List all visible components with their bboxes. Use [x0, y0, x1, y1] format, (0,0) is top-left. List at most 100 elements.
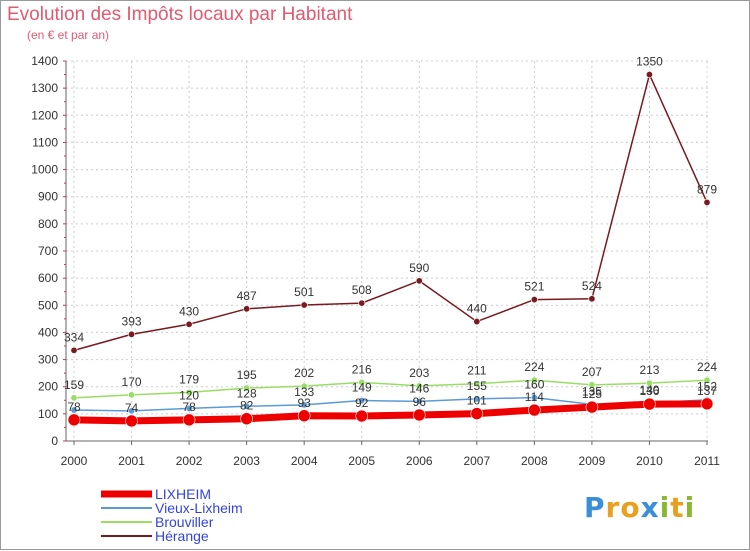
y-tick-label: 1400 — [31, 54, 58, 68]
data-label: 114 — [525, 390, 544, 404]
data-point — [588, 295, 596, 303]
legend-label: Vieux-Lixheim — [155, 500, 243, 516]
data-label: 216 — [352, 362, 372, 376]
data-label: 224 — [697, 360, 717, 374]
data-point — [412, 408, 426, 422]
data-point — [128, 407, 136, 415]
data-label: 202 — [294, 366, 314, 380]
logo-letter: P — [584, 491, 606, 524]
data-label: 224 — [524, 360, 544, 374]
data-point — [185, 404, 193, 412]
x-tick-label: 2002 — [176, 454, 203, 468]
series-brouviller: 159 170 179 195 202 216 203 211 224 207 213 224 — [64, 360, 717, 402]
x-tick-label: 2003 — [233, 454, 260, 468]
y-tick-label: 900 — [38, 190, 58, 204]
data-point — [358, 299, 366, 307]
legend-item-brouviller: Brouviller — [101, 514, 214, 530]
data-label: 152 — [697, 380, 717, 394]
data-point — [528, 403, 541, 417]
data-point — [300, 401, 308, 409]
chart-subtitle: (en € et par an) — [27, 28, 110, 42]
data-point — [358, 397, 366, 405]
data-label: 125 — [582, 387, 602, 401]
y-tick-label: 300 — [38, 353, 58, 367]
data-label: 160 — [524, 378, 544, 392]
x-tick-label: 2007 — [463, 454, 490, 468]
x-tick-label: 2000 — [61, 454, 88, 468]
data-point — [530, 394, 538, 402]
data-label: 101 — [467, 394, 487, 408]
x-tick-label: 2006 — [406, 454, 433, 468]
data-point — [70, 406, 78, 414]
logo-letter: t — [670, 491, 685, 524]
x-tick-label: 2009 — [579, 454, 606, 468]
series-line-brouviller — [73, 379, 708, 399]
data-point — [530, 376, 538, 384]
data-point — [70, 346, 78, 354]
x-tick-label: 2004 — [291, 454, 318, 468]
y-tick-label: 500 — [38, 298, 58, 312]
data-label: 521 — [524, 280, 544, 294]
data-point — [415, 382, 423, 390]
data-label: 146 — [409, 381, 429, 395]
data-point — [240, 412, 253, 426]
data-point — [530, 296, 538, 304]
data-label: 93 — [298, 396, 312, 410]
y-tick-label: 1100 — [32, 135, 58, 149]
y-tick-label: 100 — [38, 407, 58, 421]
x-tick-label: 2011 — [694, 454, 720, 468]
data-label: 203 — [409, 366, 429, 380]
data-point — [185, 388, 193, 396]
data-point — [243, 305, 251, 313]
data-label: 1350 — [636, 55, 663, 69]
data-label: 159 — [64, 378, 84, 392]
data-label: 74 — [125, 401, 139, 415]
legend-item-lixheim: LIXHEIM — [101, 486, 211, 502]
y-tick-label: 200 — [38, 380, 58, 394]
data-point — [415, 397, 423, 405]
data-label: 334 — [64, 330, 84, 344]
data-point — [67, 413, 81, 427]
data-label: 136 — [639, 384, 659, 398]
data-label: 78 — [182, 400, 196, 414]
data-label: 590 — [409, 261, 429, 275]
data-point — [643, 397, 656, 411]
data-label: 155 — [467, 379, 487, 393]
data-point — [473, 395, 481, 403]
y-tick-label: 800 — [38, 217, 58, 231]
data-label: 213 — [639, 363, 659, 377]
data-label: 487 — [237, 289, 257, 303]
data-label: 179 — [179, 372, 199, 386]
data-point — [297, 409, 311, 423]
data-point — [585, 400, 599, 414]
data-point — [355, 409, 369, 423]
data-point — [128, 330, 136, 338]
y-tick-label: 1000 — [31, 163, 58, 177]
legend-item-vieux-lixheim: Vieux-Lixheim — [101, 500, 243, 516]
data-point — [243, 402, 251, 410]
data-label: 82 — [240, 399, 254, 413]
data-label: 440 — [467, 302, 487, 316]
series-h-range: 334 393 430 487 501 508 590 440 521 524 1350 879 — [64, 55, 717, 354]
data-label: 524 — [582, 279, 602, 293]
data-label: 508 — [352, 283, 372, 297]
data-label: 879 — [697, 182, 717, 196]
data-point — [470, 407, 484, 420]
data-label: 135 — [582, 384, 602, 398]
brand-logo: Proxiti — [584, 491, 695, 524]
data-point — [645, 379, 653, 387]
logo-letter: x — [640, 491, 660, 524]
y-tick-label: 0 — [51, 434, 58, 448]
data-label: 195 — [237, 368, 257, 382]
data-point — [473, 318, 481, 326]
chart-title: Evolution des Impôts locaux par Habitant — [7, 4, 353, 25]
data-point — [700, 397, 714, 411]
data-point — [358, 378, 366, 386]
y-tick-label: 1300 — [31, 81, 58, 95]
legend-label: Hérange — [155, 528, 209, 544]
legend-item-h-range: Hérange — [101, 528, 209, 544]
series-lixheim: 78 74 78 82 93 92 96 101 114 125 136 137 — [67, 384, 717, 428]
data-label: 128 — [237, 386, 257, 400]
